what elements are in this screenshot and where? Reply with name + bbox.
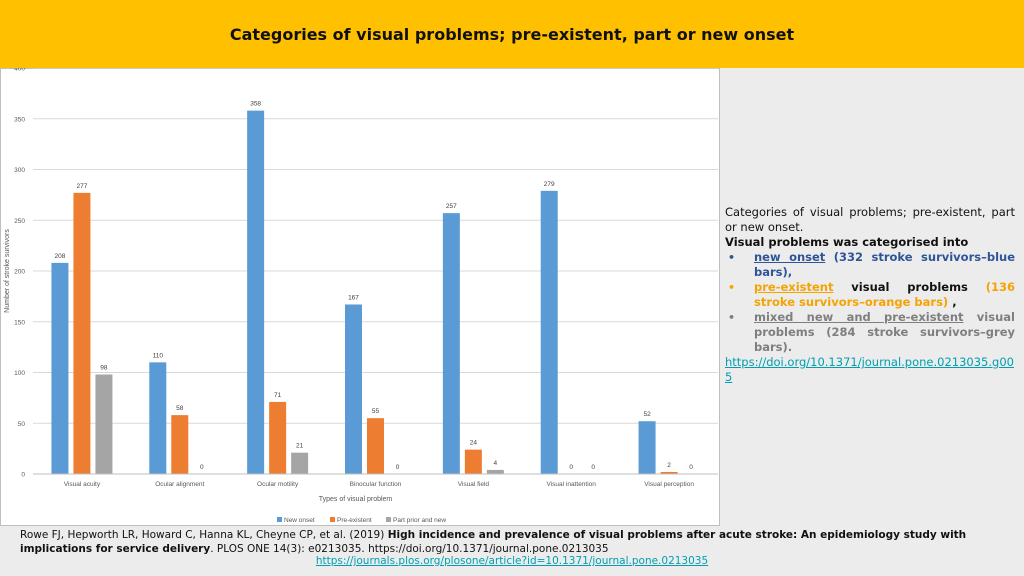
article-link[interactable]: https://journals.plos.org/plosone/articl…	[315, 555, 709, 567]
data-label: 21	[296, 443, 304, 450]
figure-doi-link[interactable]: https://doi.org/10.1371/journal.pone.021…	[725, 355, 1014, 384]
desc-pre-existent-middle: visual problems	[833, 280, 986, 294]
x-tick-label: Binocular function	[350, 481, 402, 488]
side-intro-bold: Visual problems was categorised into	[725, 235, 969, 249]
citation-authors: Rowe FJ, Hepworth LR, Howard C, Hanna KL…	[20, 529, 388, 541]
data-label: 0	[396, 464, 400, 471]
bar	[51, 262, 69, 474]
legend-swatch	[277, 517, 282, 522]
data-label: 279	[544, 181, 555, 188]
x-tick-label: Ocular alignment	[155, 481, 204, 488]
desc-pre-existent-tail: ,	[948, 295, 957, 309]
bullet-icon: •	[728, 251, 736, 264]
y-tick-label: 250	[14, 218, 25, 225]
y-tick-label: 400	[14, 68, 25, 73]
legend-label: Part prior and new	[393, 517, 446, 524]
bar	[442, 213, 460, 474]
data-label: 24	[470, 440, 478, 447]
data-label: 55	[372, 408, 380, 415]
bar	[660, 471, 678, 474]
data-label: 0	[200, 464, 204, 471]
y-axis-title: Number of stroke survivors	[4, 229, 11, 313]
bar	[345, 304, 362, 474]
x-tick-label: Visual perception	[644, 481, 694, 488]
desc-pre-existent: (136 stroke survivors–orange bars)	[754, 280, 1015, 309]
x-axis-title: Types of visual problem	[319, 496, 393, 503]
data-label: 277	[76, 183, 87, 190]
y-tick-label: 300	[14, 167, 25, 174]
list-item-new-onset: • new onset (332 stroke survivors–blue b…	[725, 250, 1015, 280]
citation-journal: . PLOS ONE 14(3): e0213035. https://doi.…	[210, 543, 609, 555]
bar	[269, 401, 287, 474]
bar	[638, 421, 656, 474]
term-new-onset: new onset	[754, 250, 826, 264]
legend-swatch	[386, 517, 391, 522]
data-label: 0	[591, 464, 595, 471]
term-mixed: mixed new and pre-existent	[754, 310, 964, 324]
citation: Rowe FJ, Hepworth LR, Howard C, Hanna KL…	[20, 528, 1012, 556]
y-tick-label: 0	[21, 472, 25, 479]
category-list: • new onset (332 stroke survivors–blue b…	[725, 250, 1015, 355]
desc-new-onset: (332 stroke survivors–blue bars),	[754, 250, 1015, 279]
legend-label: New onset	[284, 517, 315, 524]
data-label: 58	[176, 405, 184, 412]
side-description: Categories of visual problems; pre-exist…	[725, 205, 1015, 385]
y-tick-label: 100	[14, 370, 25, 377]
data-label: 0	[569, 464, 573, 471]
bar	[291, 452, 309, 474]
data-label: 98	[100, 365, 108, 372]
bar	[486, 469, 504, 474]
legend-swatch	[330, 517, 335, 522]
data-label: 358	[250, 101, 261, 108]
data-label: 208	[54, 253, 65, 260]
data-label: 52	[643, 411, 651, 418]
list-item-pre-existent: • pre-existent visual problems (136 stro…	[725, 280, 1015, 310]
bullet-icon: •	[728, 281, 736, 294]
bar	[95, 374, 113, 474]
legend-label: Pre-existent	[337, 517, 372, 524]
y-tick-label: 200	[14, 269, 25, 276]
title-banner: Categories of visual problems; pre-exist…	[0, 0, 1024, 68]
slide-title: Categories of visual problems; pre-exist…	[229, 25, 795, 44]
citation-title: High incidence and prevalence of visual …	[20, 529, 967, 555]
data-label: 0	[689, 464, 693, 471]
bar	[171, 415, 189, 474]
x-tick-label: Visual inattention	[547, 481, 597, 488]
data-label: 71	[274, 392, 282, 399]
bar	[464, 449, 482, 474]
data-label: 110	[153, 352, 164, 359]
y-tick-label: 50	[18, 421, 26, 428]
list-item-mixed: • mixed new and pre-existent visual prob…	[725, 310, 1015, 355]
bar	[540, 190, 558, 474]
bar	[367, 418, 384, 474]
bar	[73, 192, 91, 474]
bar	[149, 362, 167, 474]
data-label: 4	[494, 460, 498, 467]
data-label: 2	[667, 462, 671, 469]
bar	[247, 110, 265, 474]
x-tick-label: Ocular motility	[257, 481, 299, 488]
y-tick-label: 350	[14, 116, 25, 123]
x-tick-label: Visual acuity	[64, 481, 101, 488]
data-label: 257	[446, 203, 457, 210]
x-tick-label: Visual field	[458, 481, 490, 488]
data-label: 167	[348, 294, 359, 301]
y-tick-label: 150	[14, 319, 25, 326]
side-intro: Categories of visual problems; pre-exist…	[725, 205, 1015, 234]
bullet-icon: •	[728, 311, 736, 324]
desc-mixed: visual problems (284 stroke survivors–gr…	[754, 310, 1015, 354]
term-pre-existent: pre-existent	[754, 280, 834, 294]
